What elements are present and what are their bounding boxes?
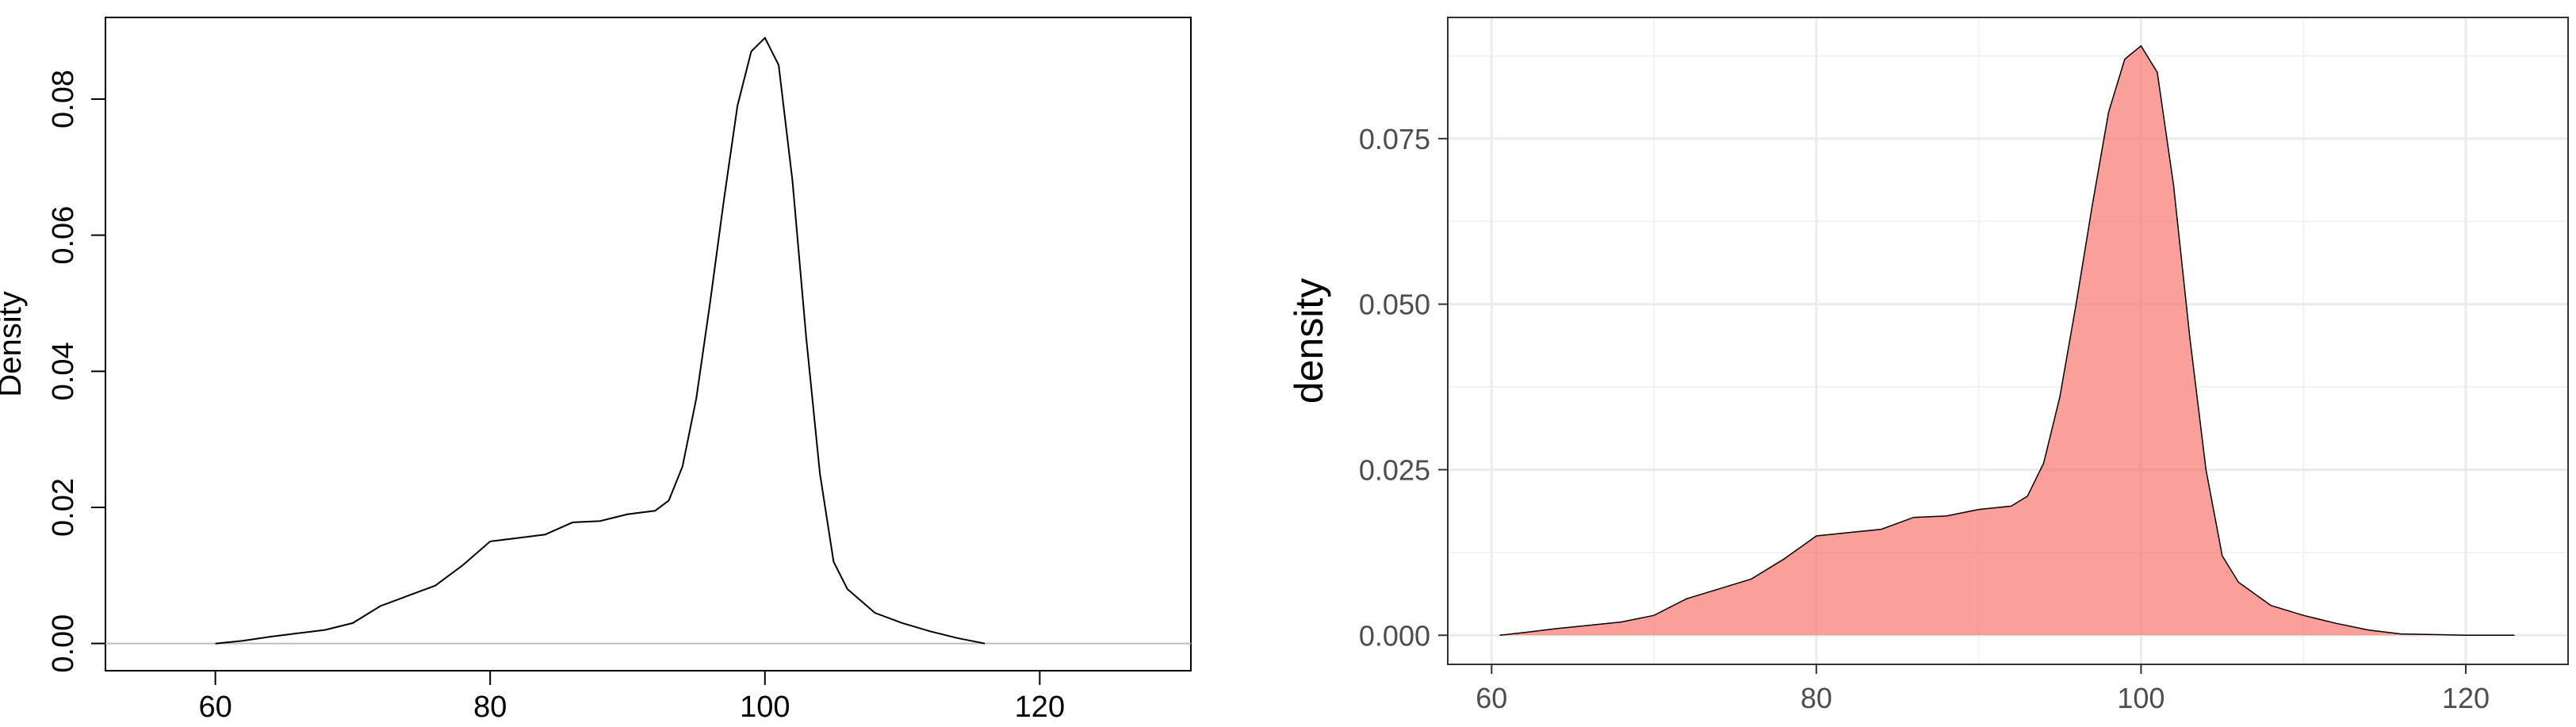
x-tick-label: 80 <box>1801 682 1832 714</box>
y-tick-label: 0.08 <box>47 70 80 128</box>
x-tick-label: 80 <box>473 691 507 724</box>
y-tick-label: 0.00 <box>47 614 80 673</box>
x-tick-label: 100 <box>740 691 790 724</box>
y-tick-label: 0.04 <box>47 342 80 400</box>
y-tick-label: 0.025 <box>1359 453 1430 486</box>
x-tick-label: 60 <box>198 691 232 724</box>
y-axis: 0.000 0.025 0.050 0.075 <box>1359 123 1448 652</box>
plot-panel-border <box>1447 17 2569 665</box>
y-tick-label: 0.050 <box>1359 289 1430 321</box>
x-tick-label: 60 <box>1476 682 1507 714</box>
density-area <box>1499 45 2515 636</box>
y-tick-label: 0.06 <box>47 206 80 265</box>
y-tick-label: 0.000 <box>1359 619 1430 652</box>
y-axis-title: Density <box>0 291 28 396</box>
x-tick-label: 120 <box>1015 691 1065 724</box>
plot-frame <box>105 17 1192 672</box>
y-axis: 0.00 0.02 0.04 0.06 0.08 <box>47 70 105 673</box>
density-plot-ggplot: 60 80 100 120 0.000 0.025 0.050 0.075 density <box>1287 17 2569 714</box>
x-axis: 60 80 100 120 <box>198 671 1065 724</box>
x-tick-label: 100 <box>2117 682 2165 714</box>
density-outline <box>1499 44 2515 637</box>
y-tick-label: 0.02 <box>47 478 80 537</box>
density-curve <box>215 36 986 645</box>
x-tick-label: 120 <box>2442 682 2490 714</box>
y-axis-title: density <box>1287 278 1331 404</box>
density-plot-base-r: 60 80 100 120 0.00 0.02 0.04 0.06 0.08 Density <box>0 17 1192 724</box>
y-tick-label: 0.075 <box>1359 123 1430 155</box>
x-axis: 60 80 100 120 <box>1476 664 2490 714</box>
